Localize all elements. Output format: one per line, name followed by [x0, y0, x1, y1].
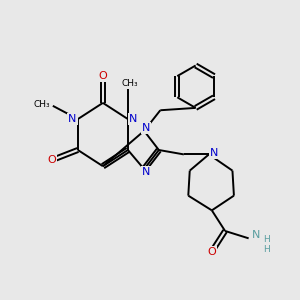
Text: N: N	[210, 148, 218, 158]
Text: N: N	[252, 230, 260, 240]
Text: N: N	[141, 123, 150, 133]
Text: N: N	[129, 114, 137, 124]
Text: CH₃: CH₃	[121, 79, 138, 88]
Text: O: O	[98, 71, 107, 81]
Text: N: N	[68, 114, 77, 124]
Text: CH₃: CH₃	[33, 100, 50, 109]
Text: H: H	[263, 235, 270, 244]
Text: O: O	[47, 155, 56, 165]
Text: N: N	[141, 167, 150, 177]
Text: H: H	[263, 245, 270, 254]
Text: O: O	[208, 247, 216, 256]
